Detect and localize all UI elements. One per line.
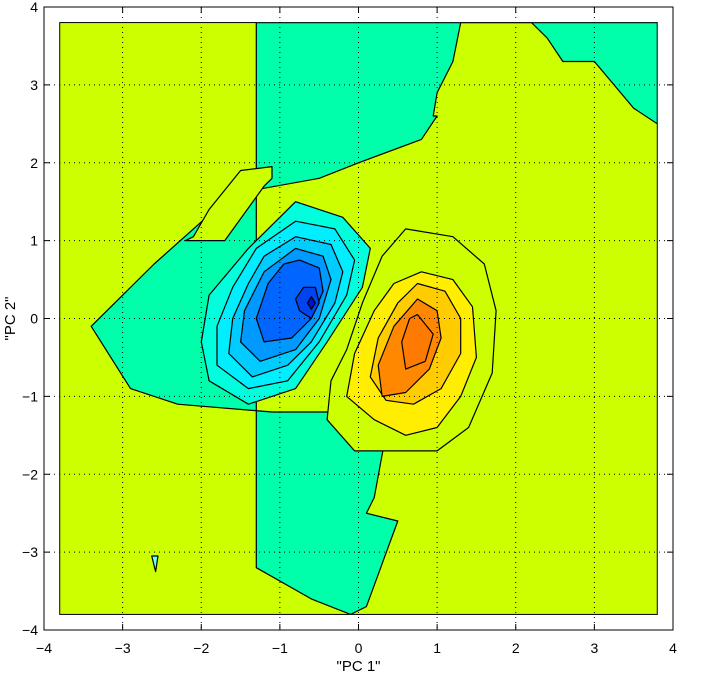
x-tick-label: −3 — [115, 640, 131, 656]
y-axis-label: "PC 2" — [2, 297, 19, 341]
x-tick-label: 2 — [512, 640, 520, 656]
y-tick-label: 4 — [30, 0, 38, 15]
contour-region-neg-level-5 — [255, 259, 324, 343]
x-tick-label: 0 — [355, 640, 363, 656]
x-tick-label: −2 — [193, 640, 209, 656]
axis-ticks: −4 −3 −2 −1 0 1 2 3 4 −4 −3 −2 −1 0 1 2 3 4 — [22, 0, 677, 656]
contour-region-small-cyan-spike — [151, 555, 159, 573]
x-tick-label: 1 — [433, 640, 441, 656]
contour-region-neg-level-7 — [306, 296, 316, 310]
y-tick-label: 0 — [30, 311, 38, 327]
y-tick-label: −1 — [22, 388, 38, 404]
y-tick-label: −3 — [22, 544, 38, 560]
y-tick-label: 2 — [30, 155, 38, 171]
y-tick-label: −4 — [22, 622, 38, 638]
y-tick-label: 1 — [30, 233, 38, 249]
x-tick-label: −1 — [272, 640, 288, 656]
y-tick-label: −2 — [22, 466, 38, 482]
y-tick-label: 3 — [30, 77, 38, 93]
x-tick-label: −4 — [36, 640, 52, 656]
x-axis-label: "PC 1" — [337, 658, 381, 675]
contour-region-upper-left-teal-lobe — [184, 166, 273, 242]
contour-regions — [90, 22, 658, 615]
x-tick-label: 4 — [669, 640, 677, 656]
x-tick-label: 3 — [590, 640, 598, 656]
